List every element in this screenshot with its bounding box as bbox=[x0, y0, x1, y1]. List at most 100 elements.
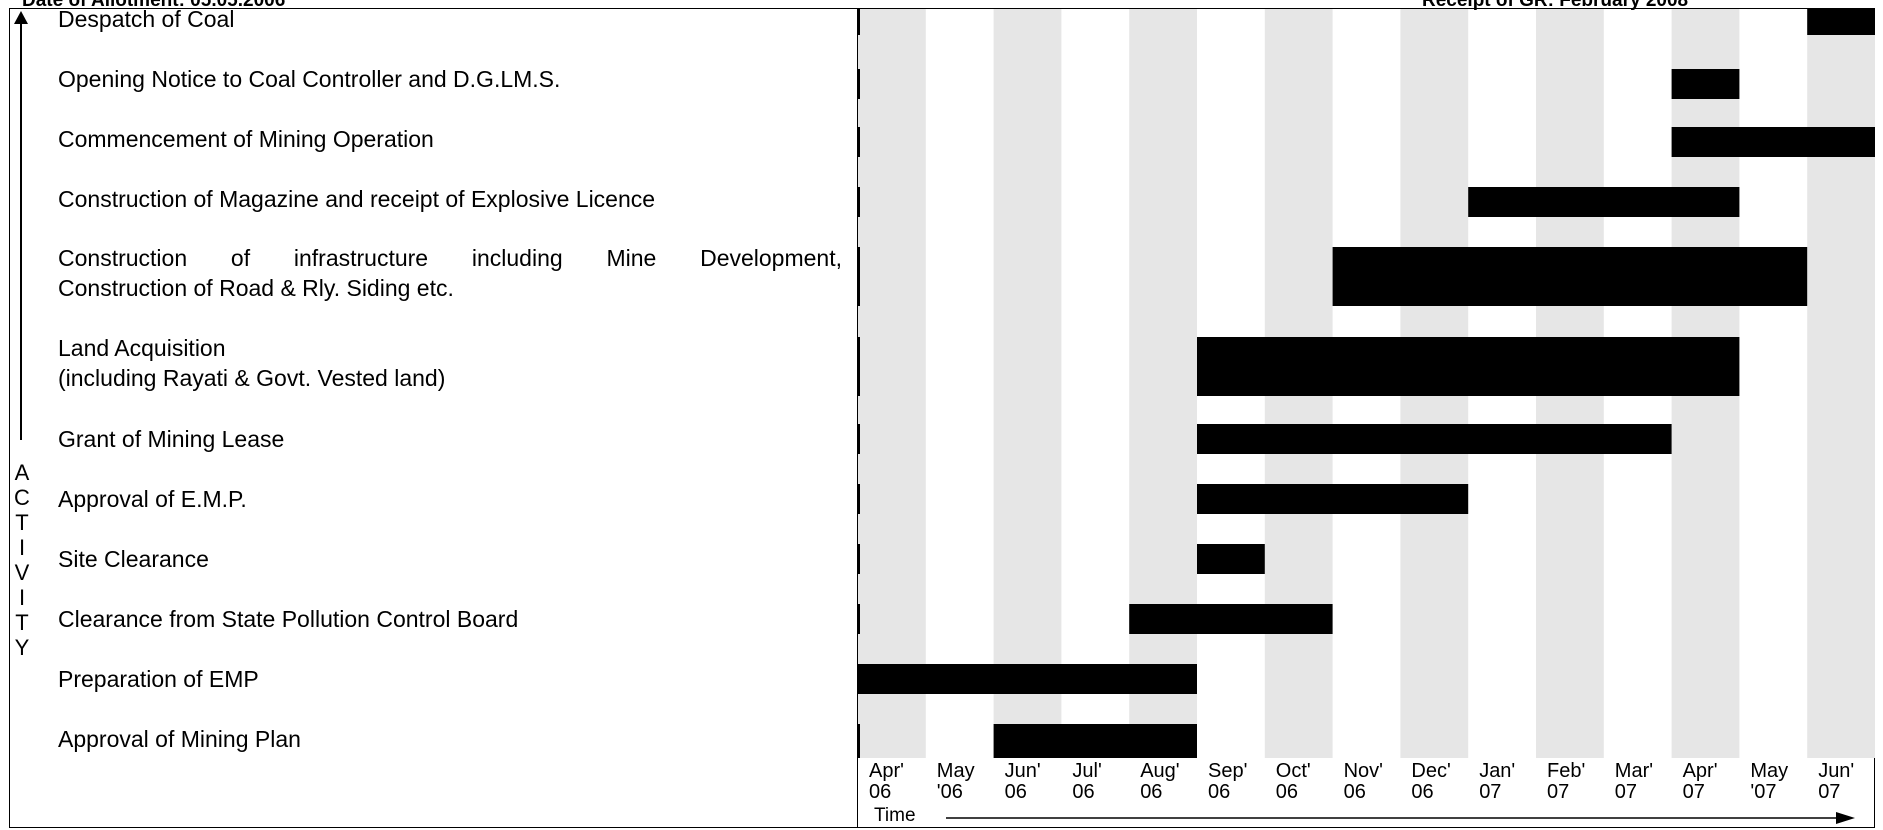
activity-label: Commencement of Mining Operation bbox=[58, 124, 842, 154]
month-tick-label-name: Jan' bbox=[1479, 760, 1515, 782]
activity-label-line: Commencement of Mining Operation bbox=[58, 126, 434, 152]
activity-label-line: Preparation of EMP bbox=[58, 666, 259, 692]
activity-label: Construction of infrastructure including… bbox=[58, 243, 842, 303]
activity-bar bbox=[993, 724, 1197, 758]
month-shade-band bbox=[1129, 9, 1197, 758]
activity-axis-arrow-line bbox=[20, 22, 22, 440]
month-tick-label-year: 07 bbox=[1547, 781, 1569, 803]
activity-label-line: Approval of E.M.P. bbox=[58, 486, 247, 512]
month-tick-label-name: May bbox=[937, 760, 975, 782]
month-tick-label-year: 06 bbox=[1411, 781, 1433, 803]
activity-bar bbox=[1197, 544, 1265, 574]
month-shade-band bbox=[858, 9, 926, 758]
month-tick-label-year: 07 bbox=[1479, 781, 1501, 803]
activity-row-ticks-layer bbox=[858, 9, 860, 758]
time-arrow-head bbox=[1836, 812, 1855, 824]
activity-label-line: Construction of Road & Rly. Siding etc. bbox=[58, 275, 454, 301]
activity-label: Opening Notice to Coal Controller and D.… bbox=[58, 64, 842, 94]
month-shade-band bbox=[993, 9, 1062, 758]
month-tick-label-name: Dec' bbox=[1411, 760, 1450, 782]
activity-bar bbox=[1671, 69, 1740, 99]
activity-bar bbox=[1197, 424, 1672, 454]
activity-bar bbox=[1129, 604, 1333, 634]
activity-bar bbox=[1671, 127, 1875, 157]
activity-bars-layer bbox=[858, 9, 1875, 758]
month-tick-label-year: 07 bbox=[1683, 781, 1705, 803]
activity-label: Approval of E.M.P. bbox=[58, 484, 842, 514]
month-tick-label-name: Apr' bbox=[869, 760, 904, 782]
label-chart-divider bbox=[857, 8, 858, 828]
activity-label-line: (including Rayati & Govt. Vested land) bbox=[58, 365, 446, 391]
month-tick-label-name: Jun' bbox=[1818, 760, 1854, 782]
activity-row-tick bbox=[858, 544, 860, 574]
month-tick-label-year: '07 bbox=[1750, 781, 1776, 803]
activity-label: Despatch of Coal bbox=[58, 4, 842, 34]
month-tick-label-year: '06 bbox=[937, 781, 963, 803]
month-tick-label-year: 06 bbox=[869, 781, 891, 803]
activity-row-tick bbox=[858, 424, 860, 454]
month-tick-label-year: 06 bbox=[1140, 781, 1162, 803]
month-tick-label-name: Sep' bbox=[1208, 760, 1247, 782]
activity-label-line: Construction of Magazine and receipt of … bbox=[58, 186, 656, 212]
activity-bar bbox=[1468, 187, 1740, 217]
gr-receipt-header: Receipt of GR: February 2008 bbox=[1422, 0, 1689, 11]
activity-label: Site Clearance bbox=[58, 544, 842, 574]
activity-label-line: Construction of infrastructure including… bbox=[58, 245, 842, 271]
month-tick-label-year: 06 bbox=[1344, 781, 1366, 803]
month-shade-band bbox=[1807, 9, 1875, 758]
activity-label-line: Despatch of Coal bbox=[58, 6, 235, 32]
month-tick-label-year: 06 bbox=[1005, 781, 1027, 803]
activity-label-line: Site Clearance bbox=[58, 546, 209, 572]
activity-row-tick bbox=[858, 724, 860, 758]
month-axis-labels-layer: Apr'06May'06Jun'06Jul'06Aug'06Sep'06Oct'… bbox=[869, 760, 1854, 803]
activity-label: Grant of Mining Lease bbox=[58, 424, 842, 454]
month-tick-label-name: Jul' bbox=[1072, 760, 1101, 782]
activity-axis-letter: T bbox=[15, 510, 29, 535]
time-axis-arrow bbox=[946, 812, 1855, 824]
time-axis-label: Time bbox=[874, 805, 916, 826]
activity-label-line: Opening Notice to Coal Controller and D.… bbox=[58, 66, 561, 92]
activity-axis-letter: I bbox=[18, 535, 26, 560]
month-tick-label-name: May bbox=[1750, 760, 1788, 782]
activity-row-tick bbox=[858, 69, 860, 99]
month-tick-label-name: Apr' bbox=[1683, 760, 1718, 782]
activity-axis-letter: V bbox=[14, 560, 30, 585]
activity-axis-letter: Y bbox=[14, 635, 30, 660]
activity-row-tick bbox=[858, 484, 860, 514]
activity-bar bbox=[1807, 9, 1875, 35]
month-tick-label-year: 06 bbox=[1072, 781, 1094, 803]
activity-label-line: Grant of Mining Lease bbox=[58, 426, 285, 452]
activity-axis-letter: T bbox=[15, 610, 29, 635]
activity-bar bbox=[1197, 337, 1740, 396]
month-tick-label-name: Feb' bbox=[1547, 760, 1585, 782]
activity-row-tick bbox=[858, 187, 860, 217]
month-tick-label-name: Jun' bbox=[1005, 760, 1041, 782]
month-tick-label-year: 07 bbox=[1615, 781, 1637, 803]
month-tick-label-name: Nov' bbox=[1344, 760, 1383, 782]
month-tick-label-year: 06 bbox=[1208, 781, 1230, 803]
activity-label-line: Approval of Mining Plan bbox=[58, 726, 301, 752]
activity-axis-letter: A bbox=[14, 460, 30, 485]
activity-label: Approval of Mining Plan bbox=[58, 724, 842, 754]
month-tick-label-name: Aug' bbox=[1140, 760, 1179, 782]
activity-label-line: Clearance from State Pollution Control B… bbox=[58, 606, 519, 632]
activity-row-tick bbox=[858, 247, 860, 306]
activity-bar bbox=[1197, 484, 1469, 514]
allotment-date-header: Date of Allotment: 05.05.2006 bbox=[22, 0, 286, 11]
activity-label-line: Land Acquisition bbox=[58, 335, 226, 361]
activity-label: Construction of Magazine and receipt of … bbox=[58, 184, 842, 214]
month-tick-label-name: Oct' bbox=[1276, 760, 1311, 782]
activity-label: Preparation of EMP bbox=[58, 664, 842, 694]
activity-axis-letter: C bbox=[14, 485, 30, 510]
activity-row-tick bbox=[858, 604, 860, 634]
activity-axis-letter: I bbox=[18, 585, 26, 610]
activity-row-tick bbox=[858, 337, 860, 396]
month-tick-label-name: Mar' bbox=[1615, 760, 1653, 782]
activity-row-tick bbox=[858, 127, 860, 157]
activity-axis-arrow-head bbox=[14, 11, 28, 24]
activity-bar bbox=[1332, 247, 1808, 306]
activity-label: Clearance from State Pollution Control B… bbox=[58, 604, 842, 634]
activity-label: Land Acquisition (including Rayati & Govt… bbox=[58, 333, 842, 393]
